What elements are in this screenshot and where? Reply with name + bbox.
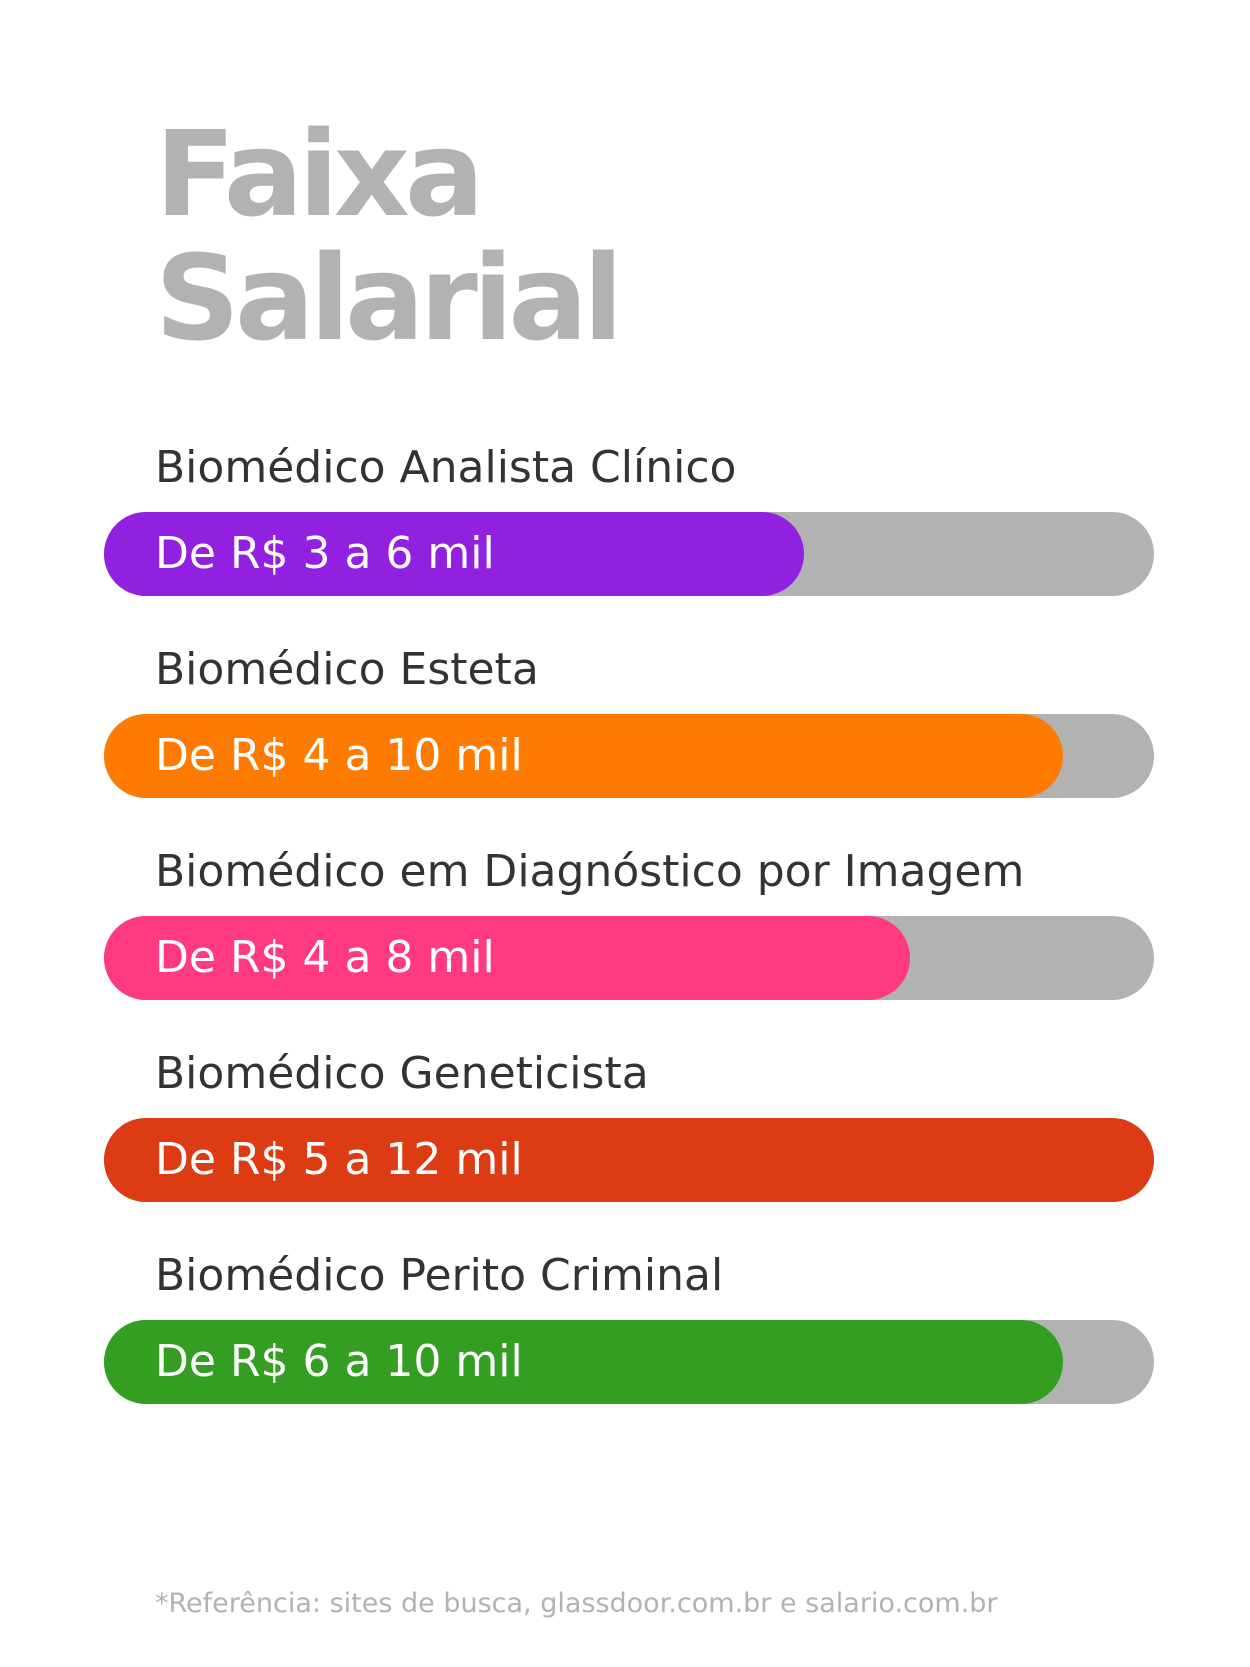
bar-fill: De R$ 3 a 6 mil xyxy=(104,512,804,596)
bar-value-label: De R$ 4 a 10 mil xyxy=(155,730,523,781)
bar-track: De R$ 4 a 8 mil xyxy=(104,916,1154,1000)
category-label: Biomédico Analista Clínico xyxy=(155,442,737,493)
category-label: Biomédico Perito Criminal xyxy=(155,1250,724,1301)
bar-fill: De R$ 4 a 8 mil xyxy=(104,916,910,1000)
chart-title-line-1: Faixa xyxy=(155,105,485,243)
bar-value-label: De R$ 3 a 6 mil xyxy=(155,528,495,579)
bar-value-label: De R$ 5 a 12 mil xyxy=(155,1134,523,1185)
bar-fill: De R$ 6 a 10 mil xyxy=(104,1320,1063,1404)
chart-title-line-2: Salarial xyxy=(155,229,623,367)
bar-value-label: De R$ 4 a 8 mil xyxy=(155,932,495,983)
category-label: Biomédico Esteta xyxy=(155,644,539,695)
bar-track: De R$ 5 a 12 mil xyxy=(104,1118,1154,1202)
bar-track: De R$ 3 a 6 mil xyxy=(104,512,1154,596)
bar-value-label: De R$ 6 a 10 mil xyxy=(155,1336,523,1387)
chart-title: Faixa Salarial xyxy=(155,105,623,367)
bar-fill: De R$ 4 a 10 mil xyxy=(104,714,1063,798)
bar-fill: De R$ 5 a 12 mil xyxy=(104,1118,1154,1202)
category-label: Biomédico em Diagnóstico por Imagem xyxy=(155,846,1025,897)
category-label: Biomédico Geneticista xyxy=(155,1048,649,1099)
bar-track: De R$ 4 a 10 mil xyxy=(104,714,1154,798)
reference-footnote: *Referência: sites de busca, glassdoor.c… xyxy=(155,1588,998,1619)
bar-track: De R$ 6 a 10 mil xyxy=(104,1320,1154,1404)
